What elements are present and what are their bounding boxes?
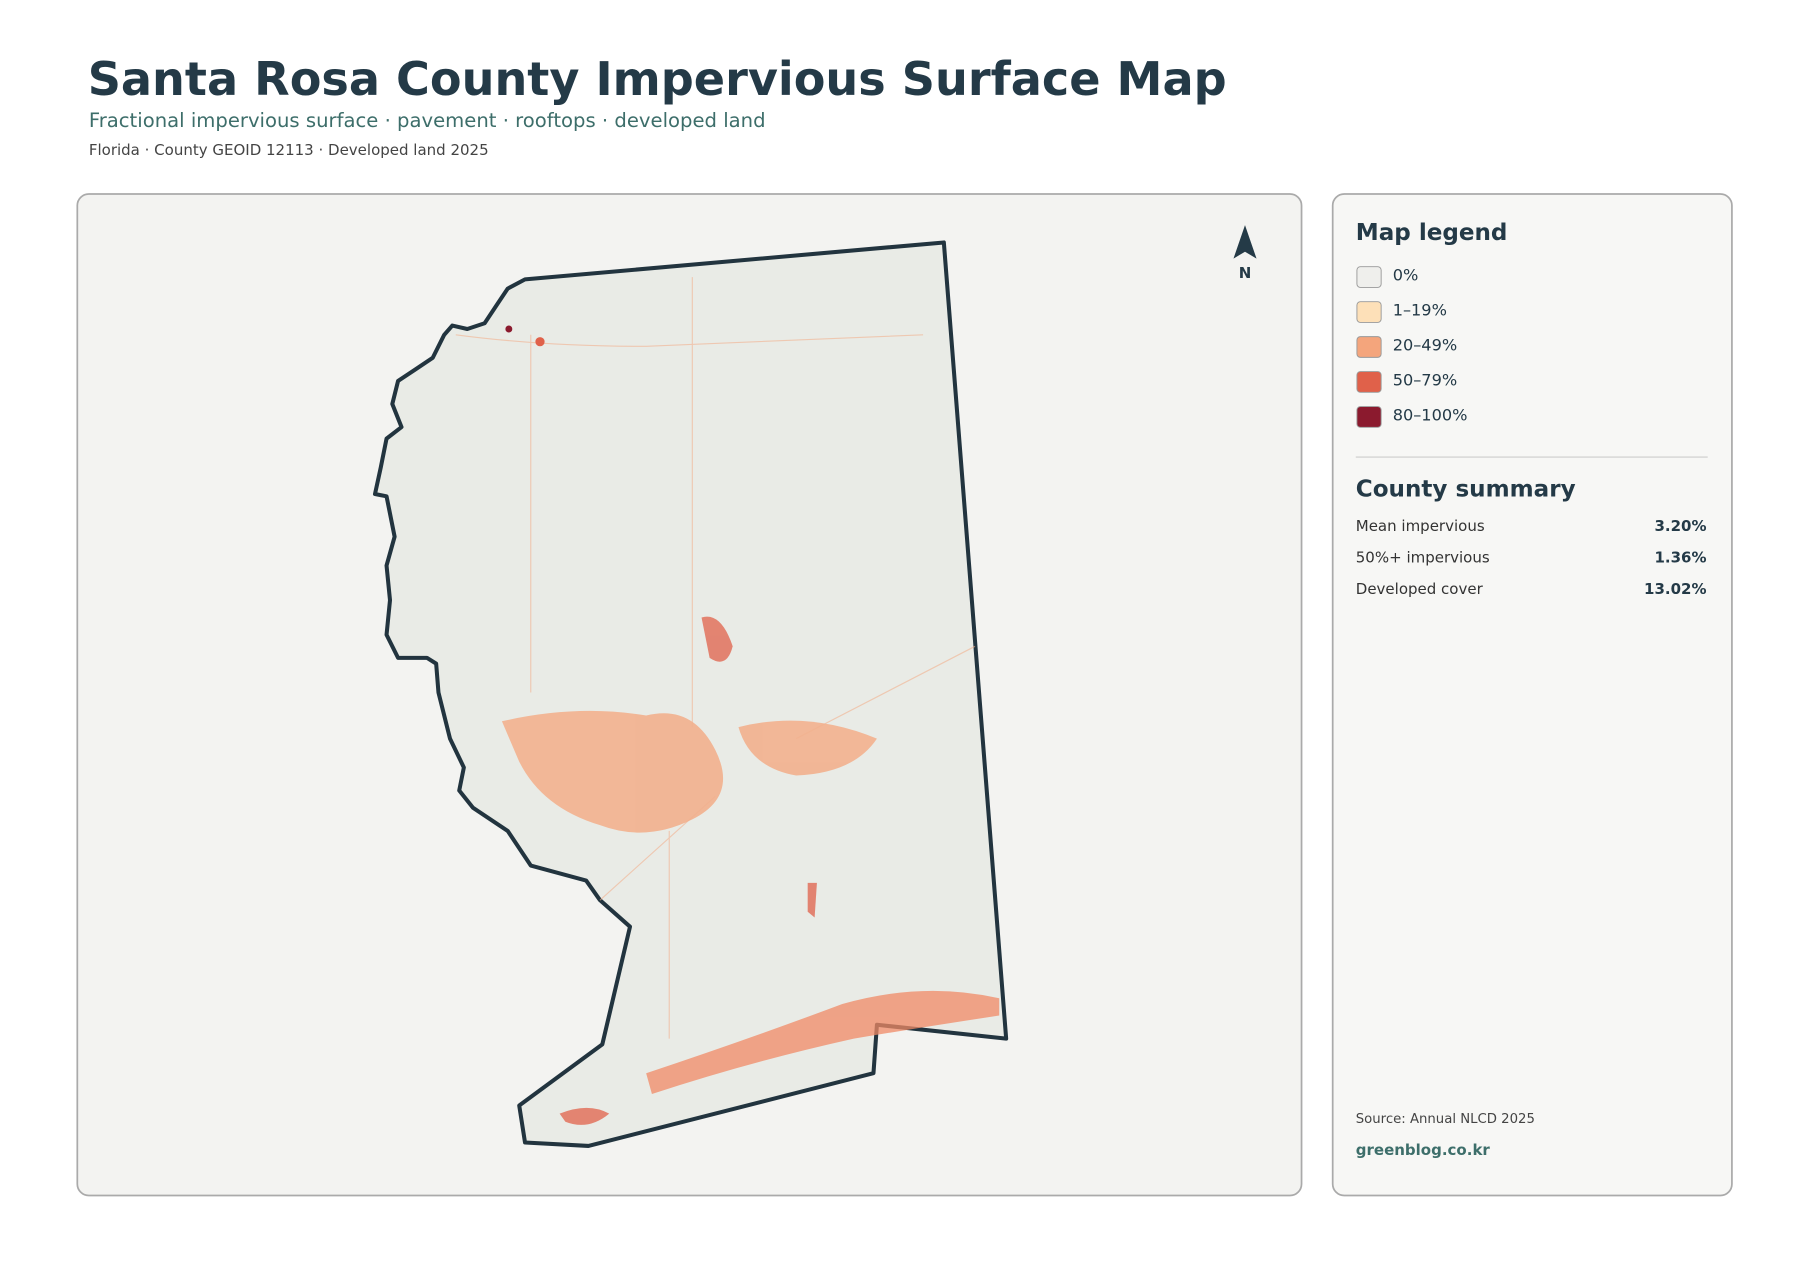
title: Santa Rosa County Impervious Surface Map <box>88 52 1227 106</box>
roads <box>455 277 976 1039</box>
urban-area <box>501 710 724 833</box>
summary-label: 50%+ impervious <box>1356 548 1490 566</box>
legend-swatch <box>1356 406 1382 428</box>
legend-label: 1–19% <box>1393 301 1447 320</box>
north-arrow-icon <box>1233 225 1257 259</box>
subtitle: Fractional impervious surface · pavement… <box>89 109 766 132</box>
legend-swatch <box>1356 371 1382 393</box>
urban-area <box>559 1107 610 1125</box>
summary-value: 13.02% <box>1644 580 1706 598</box>
summary-value: 1.36% <box>1654 548 1706 566</box>
summary-table: Mean impervious 3.20% 50%+ impervious 1.36%… <box>1356 517 1707 598</box>
legend-label: 50–79% <box>1393 370 1457 389</box>
legend-label: 20–49% <box>1393 335 1457 354</box>
legend: 0% 1–19% 20–49% 50–79% 80–100% <box>1356 266 1468 428</box>
county-map <box>372 240 1009 1148</box>
town <box>505 325 513 333</box>
county-outline <box>372 240 1009 1148</box>
summary-value: 3.20% <box>1654 517 1706 535</box>
north-label: N <box>1239 264 1252 282</box>
legend-label: 80–100% <box>1393 405 1468 424</box>
airfield <box>807 882 817 918</box>
summary-label: Developed cover <box>1356 580 1484 598</box>
legend-label: 0% <box>1393 266 1419 285</box>
urban-area <box>738 720 877 776</box>
developed-areas <box>501 616 1000 1125</box>
summary-title: County summary <box>1356 476 1576 502</box>
north-arrow: N <box>1233 225 1257 282</box>
legend-swatch <box>1356 266 1382 288</box>
source: Source: Annual NLCD 2025 <box>1356 1112 1535 1127</box>
meta: Florida · County GEOID 12113 · Developed… <box>89 141 489 159</box>
legend-title: Map legend <box>1356 220 1508 246</box>
legend-swatch <box>1356 336 1382 358</box>
credit: greenblog.co.kr <box>1356 1141 1491 1159</box>
town <box>535 337 545 347</box>
airfield <box>701 616 733 662</box>
coastal-area <box>646 990 1000 1094</box>
side-panel <box>1331 193 1733 1197</box>
summary-label: Mean impervious <box>1356 517 1485 535</box>
legend-swatch <box>1356 301 1382 323</box>
